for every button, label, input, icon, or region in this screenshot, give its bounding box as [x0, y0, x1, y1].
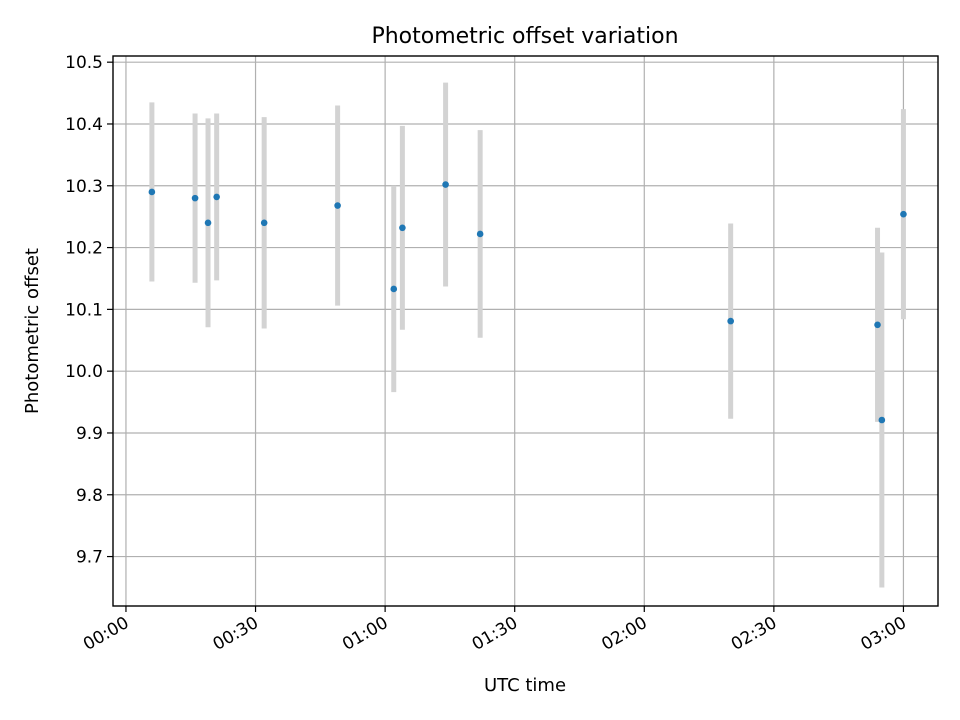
data-point	[874, 321, 881, 329]
y-tick-label: 10.5	[65, 53, 103, 73]
y-tick-label: 10.0	[65, 362, 103, 382]
error-bars	[149, 82, 906, 588]
y-tick-label: 9.8	[76, 486, 103, 506]
chart-title: Photometric offset variation	[371, 24, 678, 49]
y-tick-label: 9.9	[76, 424, 103, 444]
grid	[113, 56, 938, 606]
x-axis: 00:00 00:30 01:00 01:30 02:00 02:30 03:00	[80, 606, 910, 655]
y-axis-label: Photometric offset	[22, 248, 43, 414]
x-tick-label: 00:00	[80, 613, 132, 655]
x-tick-label: 02:30	[728, 613, 780, 655]
x-axis-label: UTC time	[484, 675, 566, 696]
data-point	[390, 285, 398, 293]
y-tick-label: 10.2	[65, 239, 103, 259]
x-tick-label: 00:30	[210, 613, 262, 655]
y-axis: 9.7 9.8 9.9 10.0 10.1 10.2 10.3 10.4 10.5	[65, 53, 113, 568]
data-markers	[148, 181, 907, 424]
data-point	[399, 224, 406, 232]
data-point	[476, 230, 484, 238]
x-tick-label: 01:00	[339, 613, 391, 655]
data-point	[148, 188, 156, 196]
data-point	[260, 219, 268, 227]
data-point	[727, 317, 734, 325]
plot-frame	[112, 55, 939, 607]
x-tick-label: 03:00	[858, 613, 910, 655]
y-tick-label: 10.1	[65, 300, 103, 320]
data-point	[334, 202, 341, 209]
data-point	[878, 416, 886, 424]
x-tick-label: 01:30	[469, 613, 521, 655]
data-point	[900, 210, 907, 218]
y-tick-label: 9.7	[76, 548, 103, 568]
data-point	[442, 181, 449, 188]
data-point	[191, 194, 199, 202]
y-tick-label: 10.3	[65, 177, 103, 197]
data-point	[213, 193, 220, 201]
data-point	[204, 219, 212, 227]
y-tick-label: 10.4	[65, 115, 103, 135]
x-tick-label: 02:00	[598, 613, 650, 655]
